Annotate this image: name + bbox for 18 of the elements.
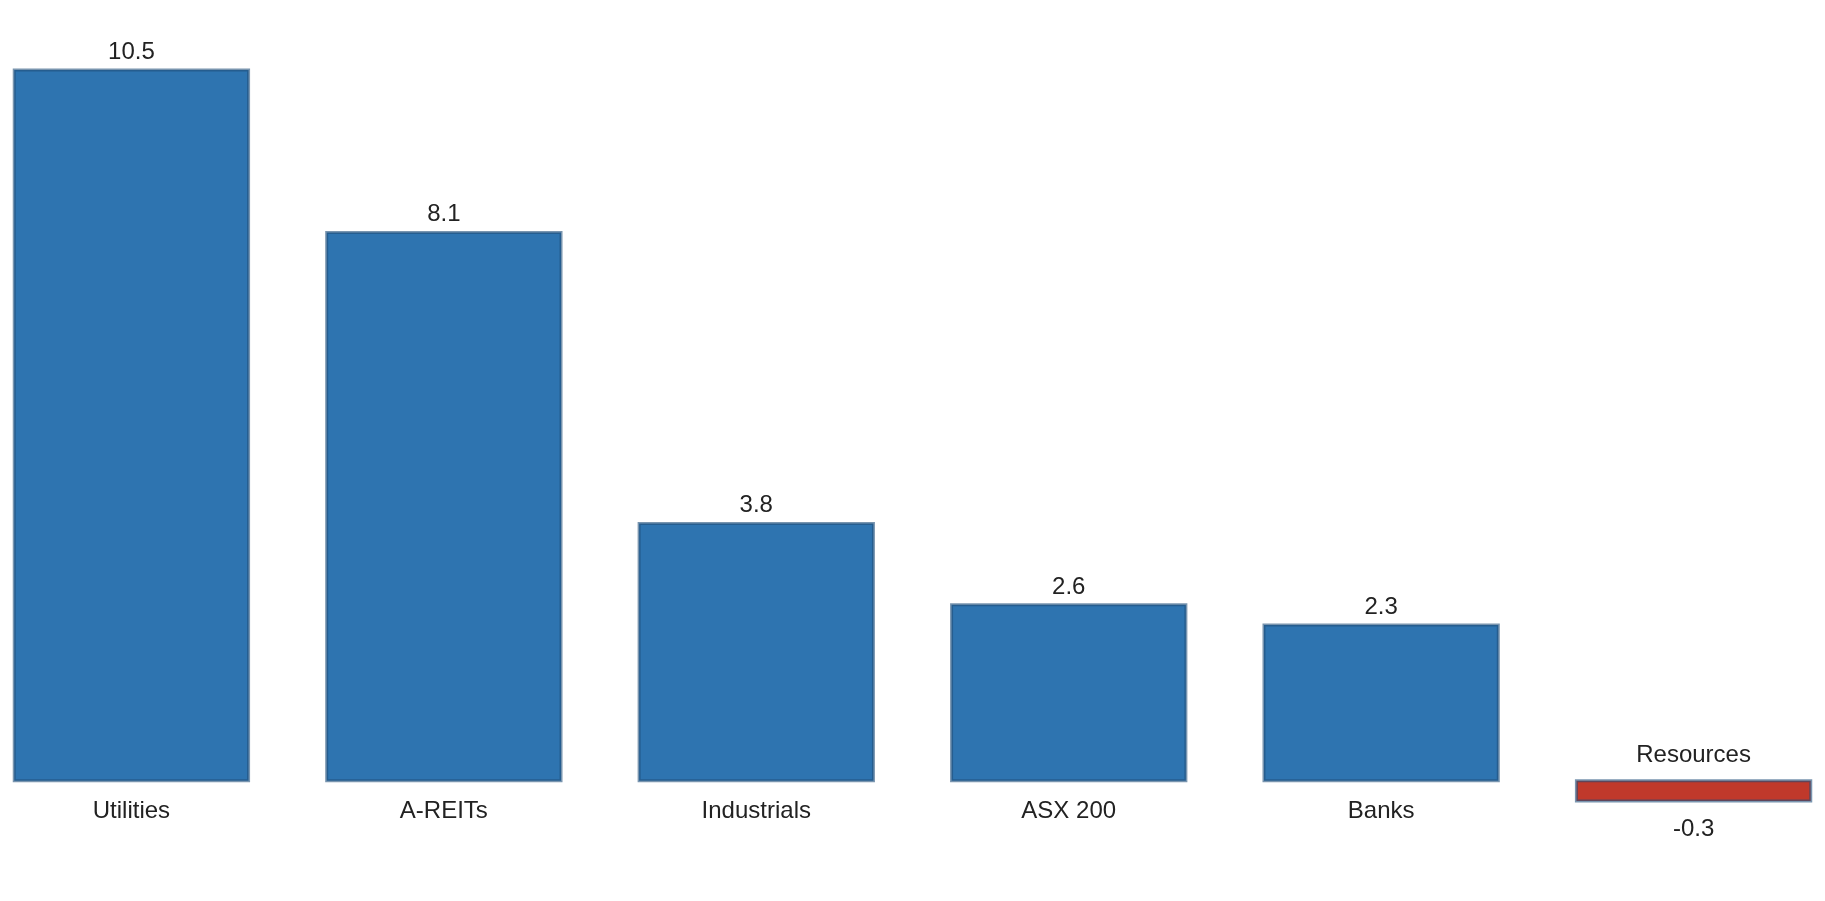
bar [950,603,1188,783]
x-tick-label: Resources [1636,739,1751,767]
data-label: 8.1 [427,199,461,227]
data-label: 2.6 [1052,571,1086,599]
data-label: 3.8 [739,490,773,518]
data-label: 10.5 [108,37,155,64]
x-tick-label: Utilities [92,795,171,823]
x-tick-label: Banks [1347,795,1415,823]
data-label: 2.3 [1364,592,1398,620]
bar [1262,623,1500,783]
x-tick-label: ASX 200 [1021,795,1117,823]
bar [1574,779,1813,803]
bar [637,521,875,783]
x-tick-label: Industrials [701,795,811,823]
x-tick-label: A-REITs [399,795,488,823]
data-label: -0.3 [1672,814,1715,841]
bar [325,230,563,783]
bar [12,68,251,783]
